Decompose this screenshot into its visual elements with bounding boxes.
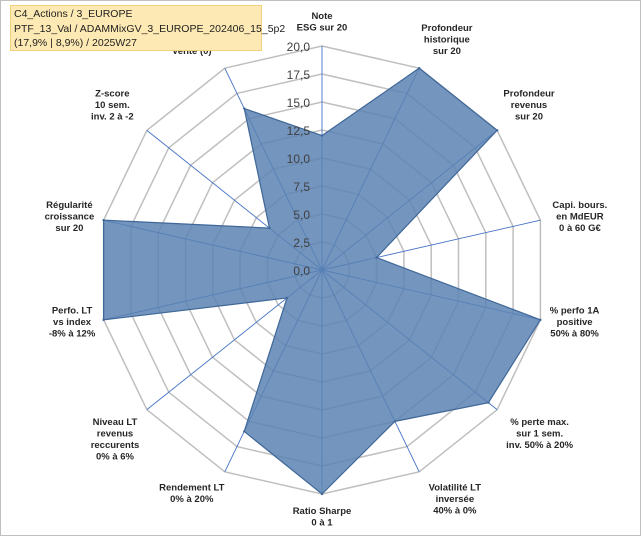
tick-label-0: 0,0 <box>293 264 310 278</box>
axis-label-line: sur 20 <box>55 223 83 234</box>
axis-label-line: Perfo. LT <box>52 305 93 316</box>
info-line-3: (17,9% | 8,9%) / 2025W27 <box>14 37 137 49</box>
data-point-1 <box>417 66 421 70</box>
axis-label-line: reccurents <box>91 440 140 451</box>
tick-label-6: 15,0 <box>287 96 311 110</box>
portfolio-info-box: C4_Actions / 3_EUROPE PTF_13_Val / ADAMM… <box>10 5 286 51</box>
axis-label-line: % perte max. <box>510 417 569 428</box>
tick-label-5: 12,5 <box>287 124 311 138</box>
tick-label-7: 17,5 <box>287 68 311 82</box>
data-point-6 <box>393 420 397 423</box>
axis-label-line: en MdEUR <box>556 212 604 223</box>
axis-label-line: inv. 2 à -2 <box>91 111 134 122</box>
axis-label-line: sur 1 sem. <box>516 429 563 440</box>
axis-label-8: Rendement LT 0% à 20% <box>159 483 224 506</box>
axis-label-line: Z-score <box>95 88 129 99</box>
axis-label-11: Régularité croissance sur 20 <box>45 200 95 234</box>
axis-label-line: Profondeur <box>503 88 554 99</box>
axis-label-line: ESG sur 20 <box>297 23 348 34</box>
axis-label-line: inversée <box>436 494 475 505</box>
data-point-8 <box>243 430 246 433</box>
axis-label-line: inv. 50% à 20% <box>506 440 573 451</box>
axis-label-line: 0% à 20% <box>170 494 214 505</box>
axis-label-5: % perte max. sur 1 sem. inv. 50% à 20% <box>506 417 573 451</box>
info-line-2: PTF_13_Val / ADAMMixGV_3_EUROPE_202406_1… <box>14 22 286 35</box>
axis-label-line: positive <box>557 317 593 328</box>
tick-label-3: 7,5 <box>293 180 310 194</box>
axis-label-line: Ratio Sharpe <box>293 506 352 517</box>
axis-label-1: Profondeur historique sur 20 <box>421 23 472 57</box>
axis-label-line: revenus <box>511 100 547 111</box>
axis-label-line: Note <box>311 11 332 22</box>
axis-label-line: croissance <box>45 212 95 223</box>
axis-label-line: Vente (0) <box>172 46 212 57</box>
axis-label-line: vs index <box>53 317 92 328</box>
axis-label-10: Perfo. LT vs index -8% à 12% <box>49 305 96 339</box>
axis-label-line: sur 20 <box>433 46 461 57</box>
data-point-4 <box>539 318 542 322</box>
axis-label-line: 0% à 6% <box>96 452 135 463</box>
axis-label-4: % perfo 1A positive 50% à 80% <box>550 305 600 339</box>
data-point-3 <box>375 256 378 259</box>
tick-label-2: 5,0 <box>293 208 310 222</box>
axis-label-line: sur 20 <box>515 111 543 122</box>
axis-label-12: Z-score 10 sem. inv. 2 à -2 <box>91 88 134 122</box>
data-point-2 <box>495 129 499 132</box>
axis-label-6: Volatilité LT inversée 40% à 0% <box>429 483 482 517</box>
axis-label-line: Profondeur <box>421 23 472 34</box>
data-point-0 <box>320 134 324 137</box>
axis-label-line: Capi. bours. <box>552 200 607 211</box>
axis-label-line: Niveau LT <box>93 417 138 428</box>
axis-label-line: 0 à 1 <box>311 518 333 529</box>
axis-label-line: -8% à 12% <box>49 328 96 339</box>
data-point-7 <box>320 492 324 496</box>
axis-label-line: Rendement LT <box>159 483 224 494</box>
axis-label-line: 0 à 60 G€ <box>559 223 601 234</box>
axis-label-9: Niveau LT revenus reccurents 0% à 6% <box>91 417 140 463</box>
tick-label-8: 20,0 <box>287 40 311 54</box>
data-point-13 <box>243 107 246 110</box>
data-point-9 <box>285 296 289 300</box>
axis-label-7: Ratio Sharpe 0 à 1 <box>293 506 352 529</box>
data-point-12 <box>268 226 271 230</box>
axis-label-line: historique <box>424 34 470 45</box>
axis-label-line: 10 sem. <box>95 100 130 111</box>
tick-label-1: 2,5 <box>293 236 310 250</box>
info-line-1: C4_Actions / 3_EUROPE <box>14 8 133 20</box>
data-point-10 <box>102 318 105 322</box>
axis-label-0: Note ESG sur 20 <box>297 11 348 34</box>
axis-label-line: 40% à 0% <box>433 506 477 517</box>
axis-label-line: % perfo 1A <box>550 305 600 316</box>
axis-label-line: revenus <box>97 429 133 440</box>
axis-label-line: Volatilité LT <box>429 483 482 494</box>
data-point-11 <box>102 218 105 222</box>
data-point-5 <box>487 401 490 404</box>
axis-label-line: Régularité <box>46 200 92 211</box>
axis-label-3: Capi. bours. en MdEUR 0 à 60 G€ <box>552 200 607 234</box>
axis-label-line: 50% à 80% <box>550 328 599 339</box>
tick-label-4: 10,0 <box>287 152 311 166</box>
axis-label-2: Profondeur revenus sur 20 <box>503 88 554 122</box>
